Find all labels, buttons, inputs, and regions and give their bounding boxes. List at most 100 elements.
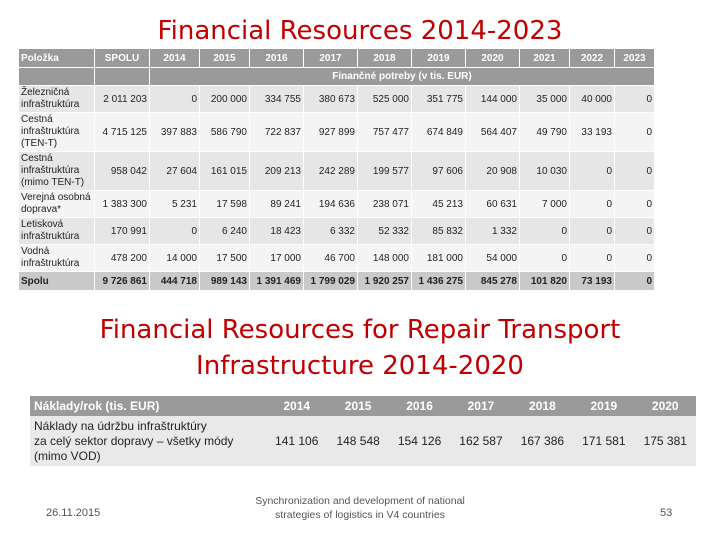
subtitle-line: Infrastructure 2014-2020 — [196, 351, 524, 381]
column-header: 2015 — [327, 396, 389, 416]
table-cell: 958 042 — [94, 151, 150, 191]
column-header: 2018 — [511, 396, 574, 416]
table-cell: 170 991 — [94, 217, 150, 245]
column-header: 2023 — [614, 48, 655, 68]
table-cell: 478 200 — [94, 244, 150, 272]
table-cell: 334 755 — [249, 85, 304, 113]
table-total-row: Spolu 9 726 861 444 718 989 143 1 391 46… — [18, 271, 655, 291]
table-cell: 200 000 — [199, 85, 250, 113]
row-label: Náklady na údržbu infraštruktúry za celý… — [30, 416, 266, 466]
table-cell: 171 581 — [573, 416, 635, 466]
table-row: Železničná infraštruktúra 2 011 203 0 200 0… — [18, 85, 655, 113]
table-cell: 141 106 — [266, 416, 328, 466]
table-cell: 209 213 — [249, 151, 304, 191]
table-cell: 242 289 — [303, 151, 358, 191]
column-header: 2014 — [266, 396, 328, 416]
table-header-row: Položka SPOLU 2014 2015 2016 2017 2018 2… — [18, 48, 655, 68]
total-cell: 989 143 — [199, 271, 250, 291]
table-cell: 154 126 — [388, 416, 451, 466]
table-cell: 0 — [569, 244, 615, 272]
table-cell: 238 071 — [357, 190, 412, 218]
table-cell: 7 000 — [519, 190, 570, 218]
table-cell: 35 000 — [519, 85, 570, 113]
table-cell: 97 606 — [411, 151, 466, 191]
table-cell: 33 193 — [569, 112, 615, 152]
table-cell: 927 899 — [303, 112, 358, 152]
table-row: Náklady na údržbu infraštruktúry za celý… — [30, 416, 696, 466]
total-cell: 444 718 — [149, 271, 200, 291]
column-header: 2017 — [450, 396, 512, 416]
column-header: 2022 — [569, 48, 615, 68]
page-number: 53 — [660, 507, 673, 519]
column-header: 2019 — [573, 396, 635, 416]
table-subheader-row: Finančné potreby (v tis. EUR) — [18, 67, 655, 86]
table-cell: 1 383 300 — [94, 190, 150, 218]
footer-text: Synchronization and development of natio… — [255, 495, 465, 521]
table-cell: 0 — [519, 244, 570, 272]
table-cell: 674 849 — [411, 112, 466, 152]
table-row: Verejná osobná doprava* 1 383 300 5 231 17 … — [18, 190, 655, 218]
repair-costs-table: Náklady/rok (tis. EUR) 2014 2015 2016 20… — [30, 396, 696, 466]
table-cell: 60 631 — [465, 190, 520, 218]
total-cell: 1 920 257 — [357, 271, 412, 291]
table-cell: 397 883 — [149, 112, 200, 152]
row-label: Verejná osobná doprava* — [18, 190, 95, 218]
table-cell: 45 213 — [411, 190, 466, 218]
table-cell: 46 700 — [303, 244, 358, 272]
table-subheader: Finančné potreby (v tis. EUR) — [149, 67, 655, 86]
total-cell: 1 436 275 — [411, 271, 466, 291]
column-header: 2014 — [149, 48, 200, 68]
total-label: Spolu — [18, 271, 95, 291]
table-cell: 49 790 — [519, 112, 570, 152]
table-cell: 0 — [519, 217, 570, 245]
table-cell: 148 548 — [327, 416, 389, 466]
table-cell: 525 000 — [357, 85, 412, 113]
table-cell: 194 636 — [303, 190, 358, 218]
table-cell: 586 790 — [199, 112, 250, 152]
total-cell: 1 391 469 — [249, 271, 304, 291]
table-cell: 17 598 — [199, 190, 250, 218]
table-cell: 27 604 — [149, 151, 200, 191]
table-row: Cestná infraštruktúra (TEN-T) 4 715 125 39… — [18, 112, 655, 152]
table-cell: 148 000 — [357, 244, 412, 272]
table-cell: 40 000 — [569, 85, 615, 113]
table-cell: 6 240 — [199, 217, 250, 245]
table-cell: 52 332 — [357, 217, 412, 245]
column-header: 2020 — [465, 48, 520, 68]
table-cell: 0 — [569, 151, 615, 191]
table-row: Vodná infraštruktúra 478 200 14 000 17 500 1… — [18, 244, 655, 272]
table-cell: 54 000 — [465, 244, 520, 272]
subtitle-line: Financial Resources for Repair Transport — [99, 315, 621, 345]
footer-date: 26.11.2015 — [46, 507, 101, 519]
total-cell: 73 193 — [569, 271, 615, 291]
total-cell: 9 726 861 — [94, 271, 150, 291]
table-cell: 20 908 — [465, 151, 520, 191]
table-cell: 0 — [614, 112, 655, 152]
column-header: 2016 — [388, 396, 451, 416]
row-label: Cestná infraštruktúra (TEN-T) — [18, 112, 95, 152]
column-header: 2020 — [634, 396, 696, 416]
row-label: Letisková infraštruktúra — [18, 217, 95, 245]
table-cell: 351 775 — [411, 85, 466, 113]
total-cell: 1 799 029 — [303, 271, 358, 291]
financial-resources-table: Položka SPOLU 2014 2015 2016 2017 2018 2… — [18, 48, 655, 291]
table-cell: 4 715 125 — [94, 112, 150, 152]
table-cell: 10 030 — [519, 151, 570, 191]
column-header: Položka — [18, 48, 95, 68]
table-cell: 0 — [614, 244, 655, 272]
column-header: 2021 — [519, 48, 570, 68]
table-cell: 0 — [614, 217, 655, 245]
row-label: Vodná infraštruktúra — [18, 244, 95, 272]
table-cell: 0 — [149, 85, 200, 113]
table-cell: 757 477 — [357, 112, 412, 152]
total-cell: 0 — [614, 271, 655, 291]
table-cell: 0 — [614, 151, 655, 191]
row-label-line: za celý sektor dopravy – všetky módy — [34, 433, 234, 448]
table-row: Letisková infraštruktúra 170 991 0 6 240 18 … — [18, 217, 655, 245]
table-cell: 2 011 203 — [94, 85, 150, 113]
table-cell: 0 — [569, 190, 615, 218]
column-header: 2018 — [357, 48, 412, 68]
table-cell: 162 587 — [450, 416, 512, 466]
column-header: 2016 — [249, 48, 304, 68]
row-label: Železničná infraštruktúra — [18, 85, 95, 113]
